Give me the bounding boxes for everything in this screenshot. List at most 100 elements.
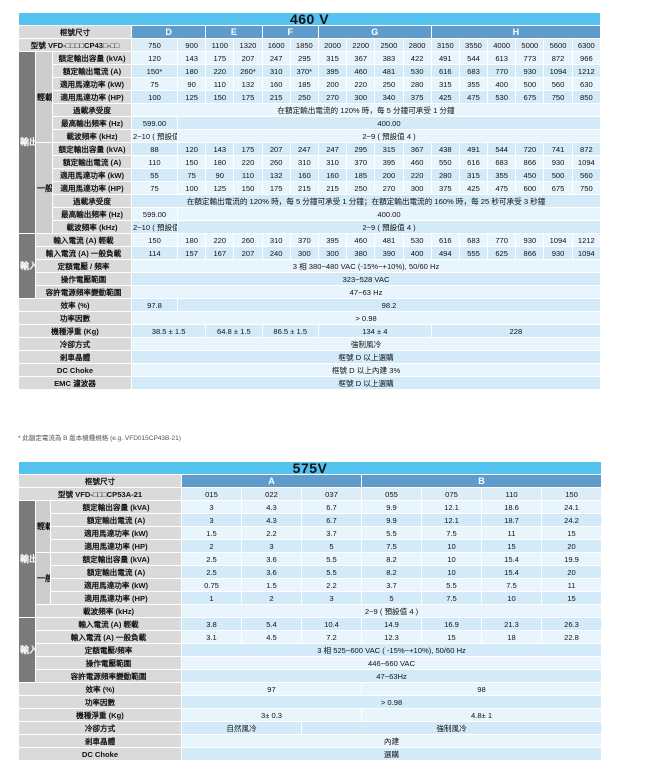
spec-value: 3.6 — [241, 565, 302, 579]
table-title: 575V — [17, 461, 603, 475]
model-number: 1850 — [289, 38, 319, 52]
spec-value: 247 — [289, 142, 319, 156]
spec-table-575v: 575V 框號尺寸 A B 型號 VFD-□□□CP53A-21 015 022 037 055… — [17, 461, 603, 761]
spec-value: 370* — [289, 64, 319, 78]
spec-value: 10.4 — [301, 617, 362, 631]
spec-value: 18.7 — [481, 513, 542, 527]
spec-value: 625 — [487, 246, 517, 260]
spec-value: 530 — [487, 90, 517, 104]
section-label: 輸入 — [18, 617, 36, 683]
spec-value: 675 — [543, 181, 573, 195]
spec-value: 2~9 ( 預設值 4 ) — [176, 220, 602, 234]
spec-value: 5.4 — [241, 617, 302, 631]
row-label: 額定輸出電流 (A) — [50, 513, 182, 527]
table-row: 載波頻率 (kHz)2~10 ( 預設值 6 )2~9 ( 預設值 4 ) — [19, 220, 602, 234]
spec-value: 599.00 — [131, 207, 178, 221]
spec-value: 375 — [430, 181, 460, 195]
spec-value: 500 — [543, 168, 573, 182]
table-row: 功率因數 > 0.98 — [18, 695, 603, 709]
spec-value: 675 — [515, 90, 545, 104]
spec-value: 24.1 — [540, 500, 603, 514]
spec-value: 12.1 — [421, 500, 482, 514]
spec-value: 175 — [233, 90, 263, 104]
spec-value: 110 — [233, 168, 263, 182]
spec-value: 125 — [205, 181, 235, 195]
spec-value: 180 — [176, 64, 207, 78]
spec-value: 10 — [481, 591, 542, 605]
spec-value: 134 ± 4 — [317, 324, 432, 338]
spec-value: 內建 — [180, 734, 603, 748]
spec-value: 250 — [374, 77, 404, 91]
spec-value: 5 — [361, 591, 422, 605]
spec-value: 323~528 VAC — [130, 272, 602, 286]
spec-value: 930 — [515, 233, 545, 247]
spec-value: 930 — [543, 246, 573, 260]
spec-value: 132 — [261, 168, 291, 182]
spec-value: 750 — [571, 181, 602, 195]
spec-value: 5.5 — [361, 526, 422, 540]
spec-value: 47~63Hz — [180, 669, 603, 683]
group-label: 輕載 — [35, 500, 51, 553]
spec-value: 770 — [487, 233, 517, 247]
spec-value: 100 — [176, 181, 207, 195]
spec-value: 367 — [346, 51, 376, 65]
spec-value: 160 — [261, 77, 291, 91]
spec-value: 15 — [540, 591, 603, 605]
spec-value: 3.7 — [301, 526, 362, 540]
spec-value: 自然風冷 — [181, 721, 302, 735]
model-number: 2200 — [346, 38, 376, 52]
spec-value: 207 — [233, 246, 263, 260]
spec-value: 19.9 — [540, 552, 603, 566]
spec-value: 2~9 ( 預設值 4 ) — [176, 129, 602, 143]
table-row: DC Choke 選購 — [18, 747, 603, 761]
spec-value: 491 — [430, 51, 460, 65]
spec-value: 4.8± 1 — [360, 708, 603, 722]
row-label: 功率因數 — [18, 695, 182, 709]
spec-value: 2.5 — [181, 565, 242, 579]
spec-value: 600 — [515, 181, 545, 195]
table-row: 定額電壓 / 頻率 3 相 380~480 VAC (-15%~+10%), 50… — [19, 259, 602, 273]
spec-value: 175 — [233, 142, 263, 156]
model-label: 型號 VFD-□□□CP53A-21 — [18, 487, 182, 501]
spec-value: 2.5 — [181, 552, 242, 566]
spec-value: 180 — [176, 233, 207, 247]
spec-value: 250 — [346, 181, 376, 195]
spec-value: 143 — [176, 51, 207, 65]
spec-value: 4.3 — [241, 513, 302, 527]
row-label: 額定輸出容量 (kVA) — [52, 51, 132, 65]
spec-value: > 0.98 — [180, 695, 603, 709]
spec-value: 15 — [421, 630, 482, 644]
table-row: 輸出輕載額定輸出容量 (kVA)120143175207247295315367… — [18, 51, 602, 234]
spec-value: 390 — [374, 246, 404, 260]
spec-value: 7.5 — [481, 578, 542, 592]
row-label: 適用馬達功率 (HP) — [52, 181, 132, 195]
spec-value: 2~10 ( 預設值 6 ) — [131, 220, 178, 234]
spec-value: 框號 D 以上選購 — [130, 376, 602, 390]
table-row: 適用馬達功率 (HP) 100 125 150 175 215 250 270 300 340 37… — [19, 90, 602, 104]
spec-value: 280 — [402, 77, 432, 91]
group-label: 一般負載 — [35, 552, 51, 605]
spec-value: 395 — [317, 64, 348, 78]
spec-value: 8.2 — [361, 565, 422, 579]
spec-value: 375 — [402, 90, 432, 104]
table-row: 適用馬達功率 (HP) 2 3 5 7.5 10 15 20 — [19, 539, 603, 553]
spec-value: 1094 — [543, 233, 573, 247]
spec-value: 367 — [402, 142, 432, 156]
section-label: 輸出 — [18, 500, 36, 618]
spec-value: 500 — [515, 77, 545, 91]
spec-value: 750 — [543, 90, 573, 104]
row-label: 功率因數 — [18, 311, 132, 325]
group-label: 一般負載 — [35, 142, 53, 234]
spec-value: 616 — [458, 155, 489, 169]
spec-value: 98 — [360, 682, 603, 696]
spec-value: 866 — [515, 246, 545, 260]
spec-value: 446~660 VAC — [180, 656, 603, 670]
row-label: EMC 濾波器 — [18, 376, 132, 390]
row-label: 載波頻率 (kHz) — [52, 129, 132, 143]
model-number: 055 — [361, 487, 422, 501]
frame-size-label: 框號尺寸 — [18, 25, 132, 39]
table-row: 容許電源頻率變動範圍 47~63Hz — [19, 669, 603, 683]
spec-value: 438 — [430, 142, 460, 156]
table-row: 載波頻率 (kHz) 2~9 ( 預設值 4 ) — [19, 604, 603, 618]
spec-value: 5.5 — [421, 578, 482, 592]
